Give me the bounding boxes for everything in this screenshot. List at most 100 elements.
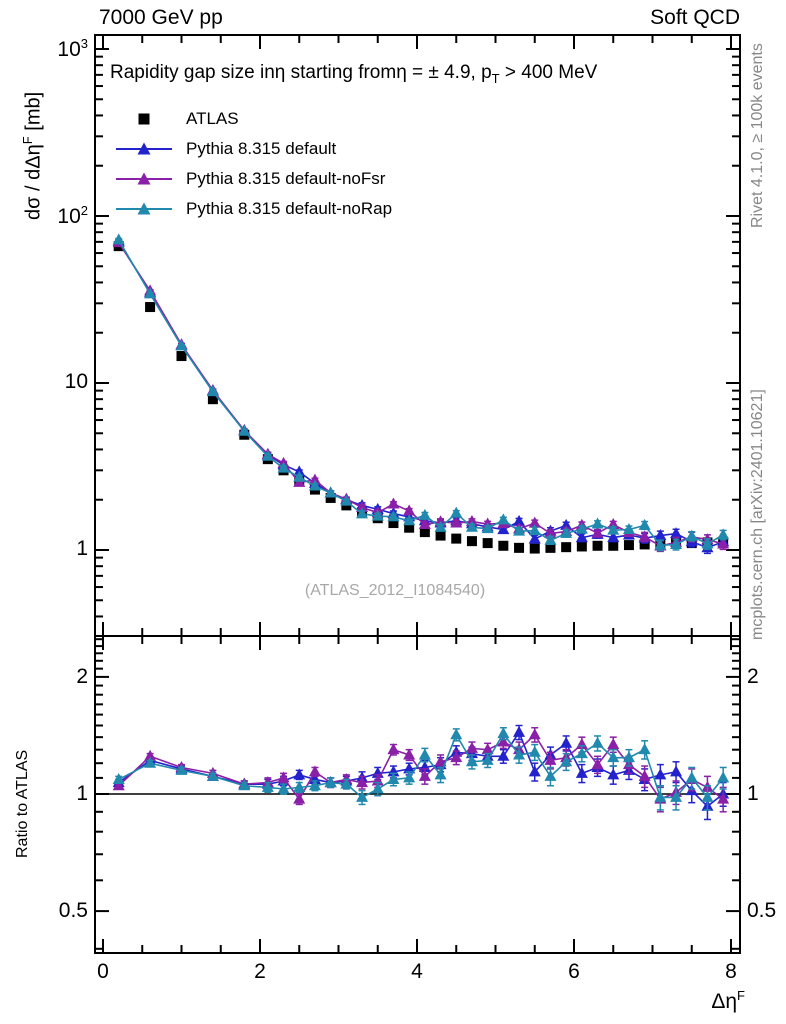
mc-data-point — [418, 518, 431, 530]
legend-label: ATLAS — [186, 109, 239, 128]
legend-label: Pythia 8.315 default-noRap — [186, 199, 393, 218]
atlas-data-point — [482, 538, 493, 549]
mc-data-point — [717, 537, 730, 549]
y-axis-label: dσ / dΔηF [mb] — [20, 92, 46, 220]
mc-data-point — [481, 743, 494, 755]
mc-data-point — [403, 748, 416, 760]
mc-data-point — [308, 765, 321, 777]
atlas-data-point — [592, 540, 603, 551]
x-axis-tick-label: 2 — [254, 960, 266, 983]
mc-data-point — [638, 530, 651, 542]
mc-data-point — [356, 507, 369, 519]
mc-data-point — [403, 514, 416, 526]
mc-data-point — [481, 753, 494, 765]
mc-data-point — [654, 768, 667, 780]
triangle-swatch-glyph — [116, 172, 172, 185]
mc-data-point — [685, 529, 698, 541]
mc-data-point — [654, 790, 667, 802]
analysis-watermark: (ATLAS_2012_I1084540) — [304, 582, 486, 599]
mc-data-point — [277, 782, 290, 794]
mc-data-point — [591, 736, 604, 748]
mc-data-point — [513, 725, 526, 737]
mc-data-point — [293, 768, 306, 780]
plot-title: Rapidity gap size inη starting fromη = ±… — [110, 62, 597, 86]
mc-data-point — [238, 779, 251, 791]
mc-data-point — [324, 776, 337, 788]
ratio-tick-label-left: 0.5 — [58, 899, 88, 923]
atlas-data-point — [207, 394, 218, 405]
mc-data-point — [497, 727, 510, 739]
mc-data-point — [701, 790, 714, 802]
atlas-data-point — [608, 540, 619, 551]
mc-data-point — [465, 741, 478, 753]
mc-data-point — [591, 517, 604, 529]
mc-data-point — [434, 755, 447, 767]
x-axis-label-sup: F — [737, 988, 745, 1003]
mc-data-point — [324, 486, 337, 498]
mc-data-point — [434, 768, 447, 780]
y-axis-label-text: dσ / dΔη — [22, 144, 45, 220]
mc-data-point — [387, 743, 400, 755]
legend-label: Pythia 8.315 default — [186, 139, 337, 158]
x-axis-label-text: Δη — [711, 990, 738, 1013]
mc-data-point — [622, 751, 635, 763]
atlas-data-point — [623, 540, 634, 551]
mc-data-point — [450, 751, 463, 763]
mc-data-point — [175, 339, 188, 351]
atlas-data-point — [388, 518, 399, 529]
ratio-tick-label-right: 1 — [747, 782, 759, 805]
beam-energy-label: 7000 GeV pp — [99, 6, 223, 29]
atlas-data-point — [435, 530, 446, 541]
y-axis-label-unit: [mb] — [22, 91, 45, 137]
square-swatch-glyph — [138, 113, 150, 125]
mc-data-point — [403, 762, 416, 774]
mc-data-point — [670, 538, 683, 550]
mc-data-point — [528, 516, 541, 528]
mc-data-point — [575, 531, 588, 543]
mc-data-point — [144, 287, 157, 299]
y-axis-tick-label: 10 — [64, 370, 88, 393]
mc-data-point — [450, 728, 463, 740]
mc-data-point — [591, 526, 604, 538]
mc-data-point — [607, 768, 620, 780]
mc-data-point — [340, 494, 353, 506]
mc-data-point — [544, 753, 557, 765]
mc-data-point — [403, 771, 416, 783]
mc-data-point — [403, 504, 416, 516]
x-axis-tick-label: 4 — [411, 960, 423, 983]
mc-data-point — [144, 756, 157, 768]
mc-data-point — [481, 522, 494, 534]
atlas-marker-swatch — [116, 111, 172, 127]
pythia-default-swatch — [116, 141, 172, 157]
pythia-norap-swatch — [116, 201, 172, 217]
mc-data-point — [591, 758, 604, 770]
atlas-data-point — [419, 527, 430, 538]
mc-data-point — [607, 523, 620, 535]
atlas-data-point — [145, 302, 156, 313]
mc-data-point — [465, 515, 478, 527]
mc-data-point — [528, 728, 541, 740]
pythia-nofsr-swatch — [116, 171, 172, 187]
atlas-data-point — [639, 539, 650, 550]
y-axis-label-sup: F — [20, 136, 35, 145]
mcplots-arxiv-note: mcplots.cern.ch [arXiv:2401.10621] — [749, 389, 766, 640]
mc-data-point — [293, 780, 306, 792]
mc-data-point — [560, 518, 573, 530]
mc-data-point — [685, 771, 698, 783]
mc-data-point — [544, 533, 557, 545]
mc-data-point — [387, 510, 400, 522]
mc-data-point — [112, 772, 125, 784]
mc-data-point — [261, 449, 274, 461]
mc-data-point — [560, 755, 573, 767]
mc-data-point — [528, 524, 541, 536]
mc-data-point — [206, 385, 219, 397]
mc-data-point — [560, 736, 573, 748]
atlas-data-point — [451, 533, 462, 544]
triangle-swatch-glyph — [116, 202, 172, 215]
mc-data-point — [418, 508, 431, 520]
atlas-data-point — [529, 543, 540, 554]
mc-data-point — [717, 528, 730, 540]
process-group-label: Soft QCD — [650, 6, 740, 29]
ratio-tick-label-right: 2 — [747, 664, 759, 688]
